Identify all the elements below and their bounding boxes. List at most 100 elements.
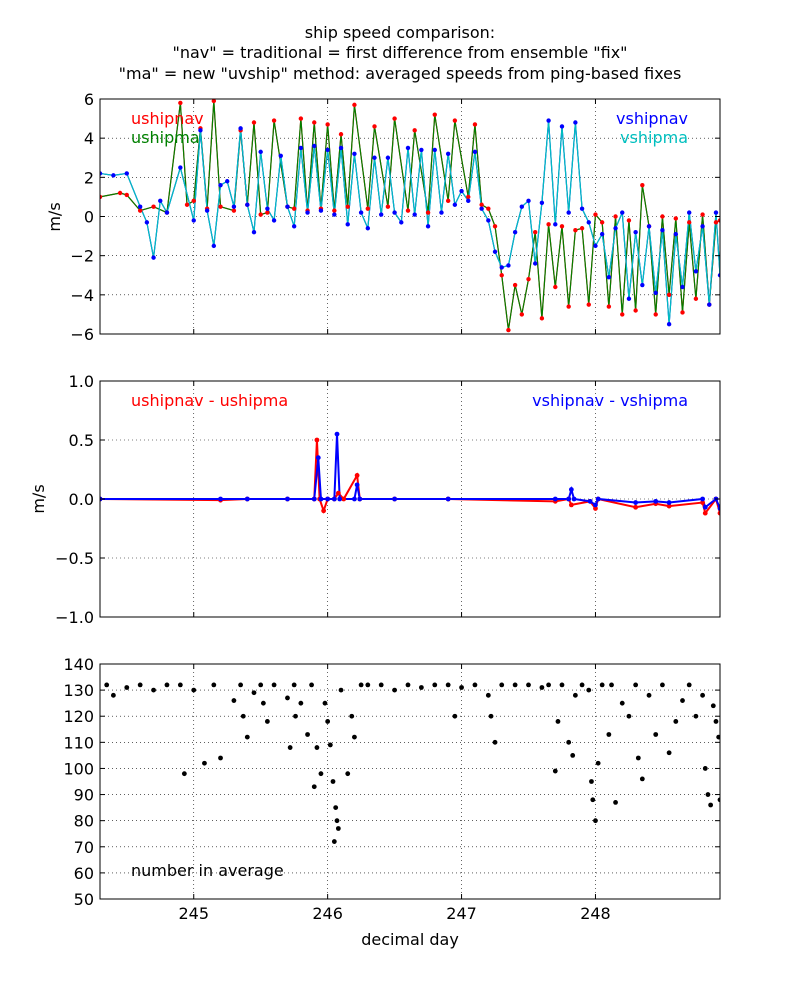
data-point-number-in-average xyxy=(358,682,364,688)
data-point-number-in-average xyxy=(693,713,699,719)
data-point-vshipnav xyxy=(432,147,437,153)
data-point-vshipnav xyxy=(499,265,504,270)
y-tick-label: 80 xyxy=(74,812,94,831)
y-tick-label: 6 xyxy=(84,90,94,109)
data-point-vshipnav xyxy=(566,210,571,215)
legend-vshipnav: vshipnav xyxy=(616,109,688,128)
data-point-ushipnav xyxy=(352,102,357,108)
data-point-ushipnav xyxy=(332,208,337,213)
data-point-number-in-average xyxy=(708,802,714,808)
data-point-number-in-average xyxy=(599,682,605,688)
data-point-ushipnav xyxy=(258,212,263,217)
data-point-number-in-average xyxy=(405,682,411,688)
data-point-vshipnav-vshipma xyxy=(334,431,340,437)
data-point-number-in-average xyxy=(526,682,531,688)
data-point-number-in-average xyxy=(378,682,384,688)
data-point-ushipnav-ushipma xyxy=(593,506,598,511)
figure-title: ship speed comparison: "nav" = tradition… xyxy=(119,23,682,83)
data-point-number-in-average xyxy=(666,750,672,756)
x-tick-label: 247 xyxy=(446,904,477,923)
panel-difference-ylabel: m/s xyxy=(29,484,48,513)
data-point-ushipnav xyxy=(466,194,471,200)
data-point-vshipnav xyxy=(707,302,712,307)
data-point-vshipnav xyxy=(459,188,464,194)
data-point-vshipnav-vshipma xyxy=(666,500,672,505)
data-point-vshipnav xyxy=(100,171,103,176)
panel-count-yticks: 50 60 70 80 90 100 110 120 130 140 xyxy=(63,655,720,909)
data-point-ushipnav xyxy=(137,208,143,213)
data-point-number-in-average xyxy=(305,732,310,737)
data-point-vshipnav xyxy=(211,243,217,249)
data-point-vshipnav xyxy=(717,273,720,278)
data-point-ushipnav-ushipma xyxy=(700,500,705,505)
data-point-number-in-average xyxy=(338,687,344,693)
data-point-ushipnav xyxy=(312,120,317,125)
data-point-number-in-average xyxy=(298,700,304,706)
data-point-ushipnav xyxy=(151,204,156,209)
data-point-ushipnav xyxy=(713,220,719,225)
data-point-number-in-average xyxy=(445,682,451,688)
data-point-vshipnav xyxy=(251,229,257,235)
data-point-number-in-average xyxy=(552,768,558,774)
data-point-vshipnav xyxy=(472,149,478,155)
data-point-number-in-average xyxy=(164,682,170,688)
data-point-number-in-average xyxy=(335,826,341,831)
data-point-ushipnav xyxy=(586,302,591,307)
data-point-vshipnav-vshipma xyxy=(392,496,398,502)
data-point-number-in-average xyxy=(660,682,665,688)
y-tick-label: −4 xyxy=(70,286,94,305)
data-point-vshipnav xyxy=(137,204,143,209)
data-point-ushipnav xyxy=(385,204,391,209)
data-point-ushipnav xyxy=(325,122,330,127)
data-point-vshipnav xyxy=(533,261,538,266)
data-point-ushipnav xyxy=(606,304,612,309)
data-point-vshipnav xyxy=(399,220,404,225)
data-point-number-in-average xyxy=(546,682,551,688)
data-point-ushipnav xyxy=(613,214,618,219)
data-point-number-in-average xyxy=(311,784,317,790)
data-point-vshipnav xyxy=(144,220,150,225)
data-point-number-in-average xyxy=(590,797,596,803)
data-point-ushipnav xyxy=(539,316,545,321)
panel-count: 50 60 70 80 90 100 110 120 130 140 245 246 247 248 n… xyxy=(63,655,721,923)
data-point-number-in-average xyxy=(271,682,277,688)
data-point-number-in-average xyxy=(365,682,371,688)
data-point-vshipnav-vshipma xyxy=(244,496,250,502)
y-tick-label: 120 xyxy=(63,707,94,726)
data-point-ushipnav xyxy=(680,310,685,315)
data-point-ushipnav xyxy=(432,112,437,117)
data-point-ushipnav xyxy=(593,212,598,217)
data-point-ushipnav xyxy=(717,218,720,223)
data-point-ushipnav xyxy=(693,296,699,301)
data-point-number-in-average xyxy=(330,779,336,784)
data-point-vshipnav xyxy=(124,171,129,176)
data-point-number-in-average xyxy=(104,682,110,688)
y-tick-label: 0 xyxy=(84,208,94,227)
data-point-number-in-average xyxy=(639,776,645,782)
data-point-number-in-average xyxy=(260,700,266,706)
y-tick-label: −0.5 xyxy=(55,549,94,568)
data-point-number-in-average xyxy=(589,779,594,784)
data-point-number-in-average xyxy=(539,685,545,690)
data-point-vshipnav-vshipma xyxy=(318,496,324,502)
data-point-vshipnav xyxy=(358,210,364,215)
data-point-number-in-average xyxy=(459,685,464,690)
data-point-number-in-average xyxy=(418,685,424,690)
data-point-ushipnav xyxy=(472,122,478,127)
y-tick-label: 0.5 xyxy=(69,431,94,450)
data-point-number-in-average xyxy=(705,792,711,797)
data-point-ushipnav xyxy=(298,116,304,121)
data-point-ushipnav xyxy=(425,210,431,215)
data-point-vshipnav xyxy=(680,284,685,290)
data-point-vshipnav-vshipma xyxy=(568,487,574,492)
data-point-vshipnav-vshipma xyxy=(218,496,223,502)
data-point-number-in-average xyxy=(717,797,720,803)
data-point-number-in-average xyxy=(472,682,478,688)
data-point-number-in-average xyxy=(137,682,143,688)
data-point-vshipnav xyxy=(372,155,377,160)
data-point-vshipnav xyxy=(204,208,210,213)
data-point-number-in-average xyxy=(492,739,498,745)
y-tick-label: −6 xyxy=(70,325,94,344)
data-point-number-in-average xyxy=(218,755,223,761)
data-point-ushipnav xyxy=(673,216,679,221)
